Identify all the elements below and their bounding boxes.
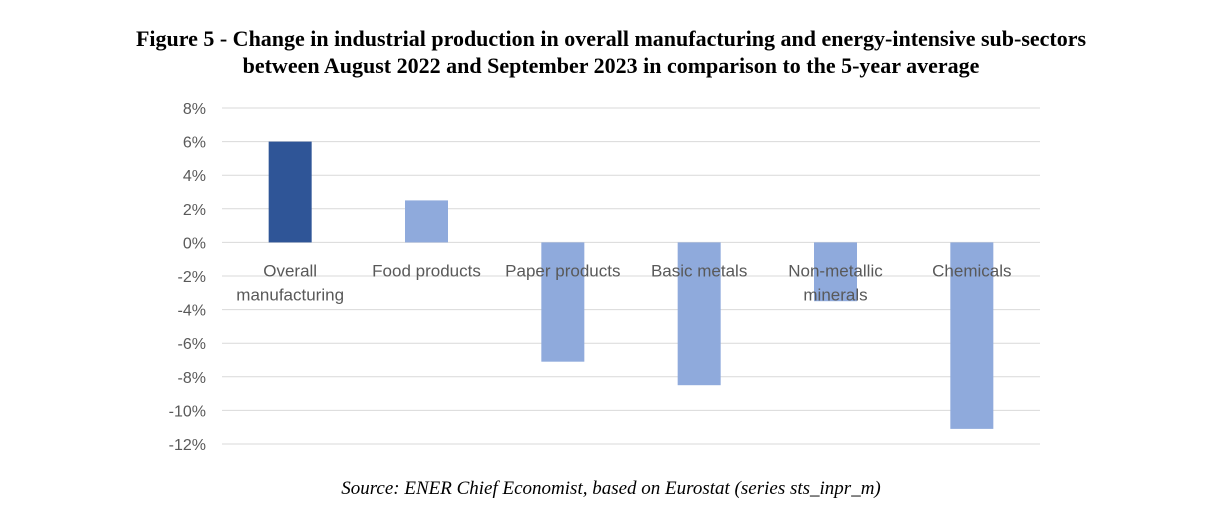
y-tick-label: -8%	[178, 370, 206, 387]
gridlines	[222, 107, 1040, 445]
y-tick-label: 0%	[183, 235, 206, 252]
y-axis-tick-labels: 8% 6% 4% 2% 0% -2% -4% -6% -8% -10% -12%	[169, 101, 206, 454]
y-tick-label: 4%	[183, 168, 206, 185]
bar	[268, 141, 312, 243]
bar	[950, 242, 994, 429]
bar	[541, 242, 585, 362]
chart-title: Figure 5 - Change in industrial producti…	[0, 25, 1222, 79]
y-tick-label: 2%	[183, 202, 206, 219]
y-tick-label: -2%	[178, 269, 206, 286]
chart-source-note: Source: ENER Chief Economist, based on E…	[341, 478, 881, 499]
category-label: Non-metallic minerals	[788, 261, 883, 304]
category-label: Food products	[372, 261, 481, 280]
category-labels: Overall manufacturing Food products Paper p…	[236, 261, 1011, 304]
category-label: Basic metals	[651, 261, 747, 280]
y-tick-label: -12%	[169, 437, 206, 454]
chart-title-line-2: between August 2022 and September 2023 i…	[242, 53, 980, 78]
y-tick-label: -10%	[169, 403, 206, 420]
y-tick-label: 8%	[183, 101, 206, 118]
bar	[405, 200, 448, 243]
y-tick-label: -6%	[178, 336, 206, 353]
category-label: Chemicals	[932, 261, 1011, 280]
bars	[268, 141, 994, 429]
bar	[814, 242, 857, 302]
chart-title-line-1: Figure 5 - Change in industrial producti…	[135, 26, 1087, 51]
category-label: Paper products	[505, 261, 620, 280]
y-tick-label: -4%	[178, 303, 206, 320]
bar	[677, 242, 721, 386]
category-label: Overall manufacturing	[236, 261, 344, 304]
y-tick-label: 6%	[183, 135, 206, 152]
